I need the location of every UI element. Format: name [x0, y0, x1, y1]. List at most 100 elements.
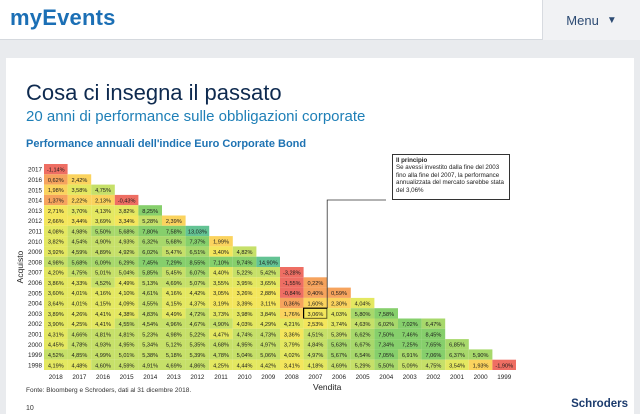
- cell-value-label: 4,47%: [213, 332, 229, 338]
- cell-value-label: 4,81%: [119, 332, 135, 338]
- cell-value-label: 3,60%: [48, 291, 64, 297]
- cell-value-label: 3,11%: [260, 302, 275, 308]
- heatmap-cell: [185, 256, 210, 267]
- cell-value-label: 1,98%: [48, 188, 64, 194]
- y-tick-label: 2001: [28, 332, 43, 339]
- cell-value-label: 4,68%: [213, 343, 229, 349]
- heatmap-cell: [232, 267, 257, 278]
- cell-value-label: 4,42%: [189, 291, 205, 297]
- cell-value-label: 9,74%: [237, 260, 253, 266]
- heatmap-cell: [209, 308, 233, 319]
- heatmap-cell: [114, 246, 139, 257]
- heatmap-cell: [209, 349, 233, 360]
- x-tick-label: 2000: [474, 374, 489, 381]
- heatmap-cell: [445, 339, 469, 350]
- heatmap-cell: [256, 267, 280, 278]
- slide-subtitle: 20 anni di performance sulle obbligazion…: [26, 108, 366, 125]
- cell-value-label: 4,75%: [95, 188, 111, 194]
- y-tick-label: 2004: [28, 301, 43, 308]
- cell-value-label: 4,60%: [95, 363, 111, 369]
- cell-value-label: 4,18%: [307, 363, 323, 369]
- cell-value-label: 5,39%: [189, 353, 205, 359]
- heatmap-cell: [162, 277, 186, 288]
- cell-value-label: 4,13%: [95, 209, 111, 215]
- cell-value-label: 4,16%: [166, 291, 182, 297]
- annotation-connector: [326, 199, 386, 309]
- heatmap-cell: [209, 246, 233, 257]
- cell-value-label: 4,37%: [189, 302, 205, 308]
- heatmap-cell: [185, 277, 210, 288]
- y-tick-label: 2015: [28, 187, 43, 194]
- heatmap-cell: [67, 256, 92, 267]
- cell-value-label: 4,29%: [260, 322, 276, 328]
- heatmap-cell: [91, 339, 115, 350]
- heatmap-cell: [44, 328, 68, 340]
- cell-value-label: 7,25%: [402, 343, 418, 349]
- cell-value-label: 4,91%: [142, 363, 158, 369]
- cell-value-label: 7,37%: [189, 240, 205, 246]
- y-tick-label: 2007: [28, 270, 43, 277]
- cell-value-label: 4,54%: [71, 240, 87, 246]
- x-tick-label: 1999: [497, 374, 512, 381]
- cell-value-label: 4,26%: [71, 312, 87, 318]
- cell-value-label: 14,90%: [259, 260, 278, 266]
- cell-value-label: 5,01%: [95, 271, 111, 277]
- cell-value-label: 7,58%: [378, 312, 394, 318]
- x-tick-label: 2015: [120, 374, 135, 381]
- heatmap-cell: [232, 359, 257, 370]
- cell-value-label: 4,63%: [355, 322, 371, 328]
- cell-value-label: 0,62%: [48, 178, 64, 184]
- heatmap-cell: [91, 277, 115, 288]
- heatmap-cell: [185, 267, 210, 278]
- heatmap-cell: [374, 318, 398, 329]
- heatmap-cell: [256, 349, 280, 360]
- heatmap-cell: [44, 225, 68, 237]
- cell-value-label: 3,34%: [119, 219, 135, 225]
- heatmap-cell: [114, 349, 139, 360]
- cell-value-label: 2,22%: [71, 199, 87, 205]
- cell-value-label: 5,04%: [119, 271, 135, 277]
- heatmap-cell: [67, 318, 92, 329]
- heatmap-cell: [114, 256, 139, 267]
- cell-value-label: 3,95%: [237, 281, 253, 287]
- app-logo[interactable]: myEvents: [10, 5, 116, 30]
- x-axis-label: Vendita: [313, 382, 342, 392]
- cell-value-label: 5,68%: [71, 260, 87, 266]
- cell-value-label: 4,48%: [71, 363, 87, 369]
- heatmap-cell: [91, 318, 115, 329]
- heatmap-cell: [209, 297, 233, 309]
- x-tick-label: 2018: [49, 374, 64, 381]
- heatmap-cell: [138, 287, 162, 298]
- cell-value-label: 6,85%: [449, 343, 465, 349]
- cell-value-label: 5,22%: [237, 271, 253, 277]
- cell-value-label: 7,46%: [402, 332, 418, 338]
- cell-value-label: 5,09%: [402, 363, 418, 369]
- cell-value-label: 5,28%: [142, 219, 158, 225]
- heatmap-cell: [44, 256, 68, 267]
- cell-value-label: 4,89%: [95, 250, 111, 256]
- heatmap-cell: [114, 297, 139, 309]
- heatmap-cell: [185, 246, 210, 257]
- cell-value-label: 3,39%: [237, 302, 253, 308]
- heatmap-cell: [232, 328, 257, 340]
- heatmap-cell: [44, 267, 68, 278]
- cell-value-label: 5,50%: [95, 229, 111, 235]
- heatmap-cell: [398, 339, 422, 350]
- heatmap-cell: [350, 318, 375, 329]
- heatmap-cell: [280, 308, 304, 319]
- cell-value-label: 4,40%: [213, 271, 229, 277]
- cell-value-label: 6,09%: [95, 260, 111, 266]
- cell-value-label: 7,65%: [425, 343, 441, 349]
- y-tick-label: 2016: [28, 177, 43, 184]
- cell-value-label: 4,01%: [71, 302, 87, 308]
- x-tick-label: 2008: [285, 374, 300, 381]
- menu-button[interactable]: Menu ▼: [542, 0, 640, 40]
- cell-value-label: 2,88%: [260, 291, 276, 297]
- cell-value-label: 7,06%: [425, 353, 441, 359]
- cell-value-label: -1,90%: [495, 363, 513, 369]
- heatmap-cell: [91, 184, 115, 195]
- heatmap-cell: [162, 246, 186, 257]
- heatmap-cell: [114, 267, 139, 278]
- cell-value-label: 4,15%: [95, 302, 111, 308]
- cell-value-label: 5,45%: [166, 271, 182, 277]
